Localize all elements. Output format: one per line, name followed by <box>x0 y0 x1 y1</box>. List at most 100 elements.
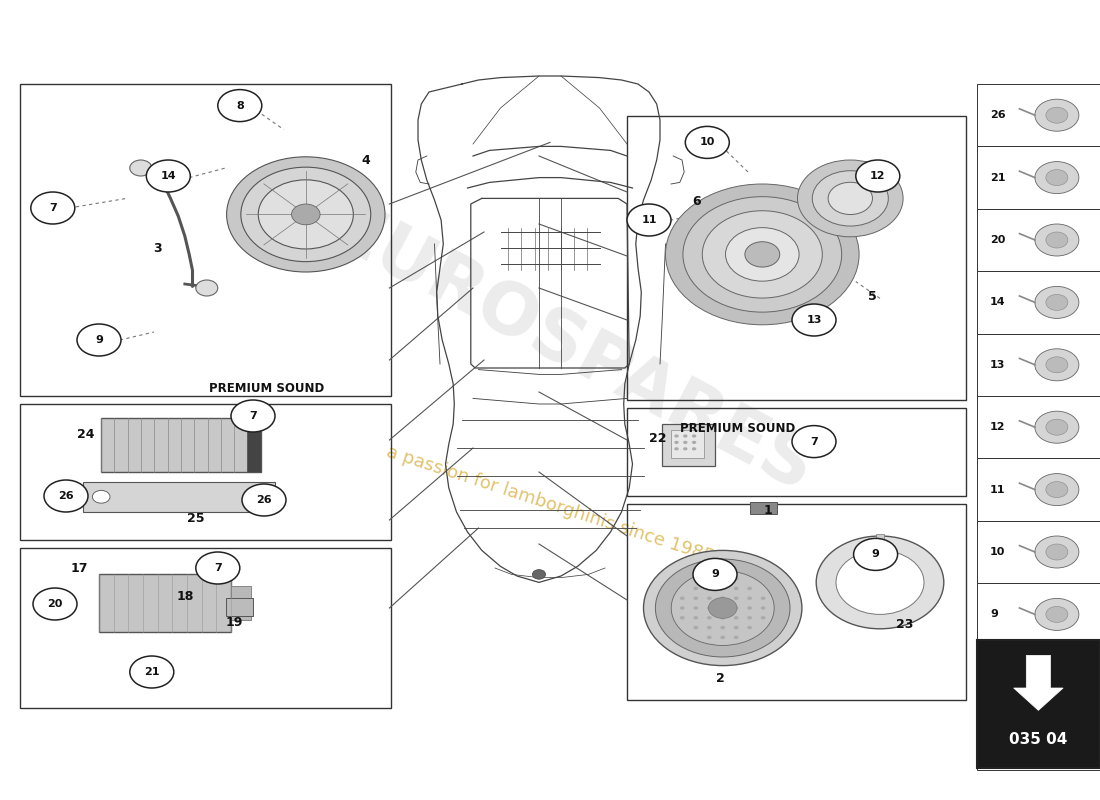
Text: 21: 21 <box>990 173 1005 182</box>
Text: 21: 21 <box>144 667 159 677</box>
Text: 14: 14 <box>990 298 1005 307</box>
Circle shape <box>836 550 924 614</box>
Circle shape <box>693 558 737 590</box>
Circle shape <box>196 552 240 584</box>
Circle shape <box>720 616 725 619</box>
Text: 20: 20 <box>990 235 1005 245</box>
Circle shape <box>761 606 766 610</box>
Circle shape <box>693 616 698 619</box>
Bar <box>231 586 251 621</box>
Circle shape <box>816 536 944 629</box>
Circle shape <box>1035 723 1079 755</box>
Circle shape <box>761 597 766 600</box>
Circle shape <box>747 616 752 619</box>
Circle shape <box>683 447 688 450</box>
Circle shape <box>734 616 738 619</box>
Circle shape <box>1046 731 1068 747</box>
Text: 6: 6 <box>692 195 701 208</box>
Circle shape <box>828 182 872 214</box>
Circle shape <box>720 577 725 580</box>
Text: 13: 13 <box>806 315 822 325</box>
Circle shape <box>683 197 842 312</box>
Text: 7: 7 <box>810 437 818 446</box>
Circle shape <box>680 606 684 610</box>
Text: 26: 26 <box>256 495 272 505</box>
Circle shape <box>1035 349 1079 381</box>
Text: 7: 7 <box>213 563 222 573</box>
Circle shape <box>627 204 671 236</box>
Circle shape <box>218 90 262 122</box>
Text: 10: 10 <box>700 138 715 147</box>
Circle shape <box>1046 669 1068 685</box>
Circle shape <box>707 636 712 639</box>
Circle shape <box>674 441 679 444</box>
Circle shape <box>734 606 738 610</box>
Text: 18: 18 <box>176 590 194 602</box>
Text: 23: 23 <box>895 618 913 630</box>
Circle shape <box>707 606 712 610</box>
Circle shape <box>693 606 698 610</box>
Circle shape <box>707 597 712 600</box>
Bar <box>876 534 884 552</box>
Circle shape <box>292 204 320 225</box>
Circle shape <box>1035 411 1079 443</box>
Circle shape <box>1035 99 1079 131</box>
Text: a passion for lamborghinis since 1985: a passion for lamborghinis since 1985 <box>384 442 716 566</box>
Circle shape <box>674 434 679 438</box>
Circle shape <box>708 598 737 618</box>
Circle shape <box>231 400 275 432</box>
Circle shape <box>747 606 752 610</box>
Circle shape <box>747 597 752 600</box>
Text: 8: 8 <box>990 672 998 682</box>
Circle shape <box>734 577 738 580</box>
Text: EUROSPARES: EUROSPARES <box>319 196 825 508</box>
Bar <box>101 418 261 472</box>
Text: 13: 13 <box>990 360 1005 370</box>
Circle shape <box>747 586 752 590</box>
Bar <box>750 502 777 514</box>
Circle shape <box>674 447 679 450</box>
Circle shape <box>720 586 725 590</box>
Circle shape <box>1046 357 1068 373</box>
Circle shape <box>707 586 712 590</box>
Circle shape <box>1046 419 1068 435</box>
Circle shape <box>644 550 802 666</box>
Circle shape <box>792 426 836 458</box>
Text: 11: 11 <box>990 485 1005 494</box>
Circle shape <box>77 324 121 356</box>
Text: 9: 9 <box>871 550 880 559</box>
Bar <box>248 418 261 472</box>
Bar <box>977 84 1100 146</box>
Circle shape <box>1046 170 1068 186</box>
Circle shape <box>1035 162 1079 194</box>
Circle shape <box>707 626 712 630</box>
Text: 4: 4 <box>362 154 371 166</box>
Text: 25: 25 <box>187 512 205 525</box>
Circle shape <box>1035 286 1079 318</box>
Text: 1: 1 <box>763 504 772 517</box>
Circle shape <box>1035 224 1079 256</box>
Circle shape <box>734 586 738 590</box>
Circle shape <box>242 484 286 516</box>
Circle shape <box>196 280 218 296</box>
Text: 10: 10 <box>990 547 1005 557</box>
Bar <box>977 458 1100 521</box>
Text: 11: 11 <box>641 215 657 225</box>
FancyArrow shape <box>1014 655 1063 710</box>
Bar <box>977 646 1100 708</box>
Text: 12: 12 <box>870 171 886 181</box>
Text: 14: 14 <box>161 171 176 181</box>
Circle shape <box>532 570 546 579</box>
Circle shape <box>693 586 698 590</box>
Circle shape <box>666 184 859 325</box>
Circle shape <box>1035 536 1079 568</box>
Bar <box>226 598 253 616</box>
Bar <box>977 640 1100 768</box>
Text: 22: 22 <box>649 432 667 445</box>
Circle shape <box>258 180 353 249</box>
Circle shape <box>241 167 371 262</box>
Circle shape <box>1035 598 1079 630</box>
Bar <box>99 574 231 632</box>
Bar <box>977 334 1100 396</box>
Bar <box>662 424 715 466</box>
